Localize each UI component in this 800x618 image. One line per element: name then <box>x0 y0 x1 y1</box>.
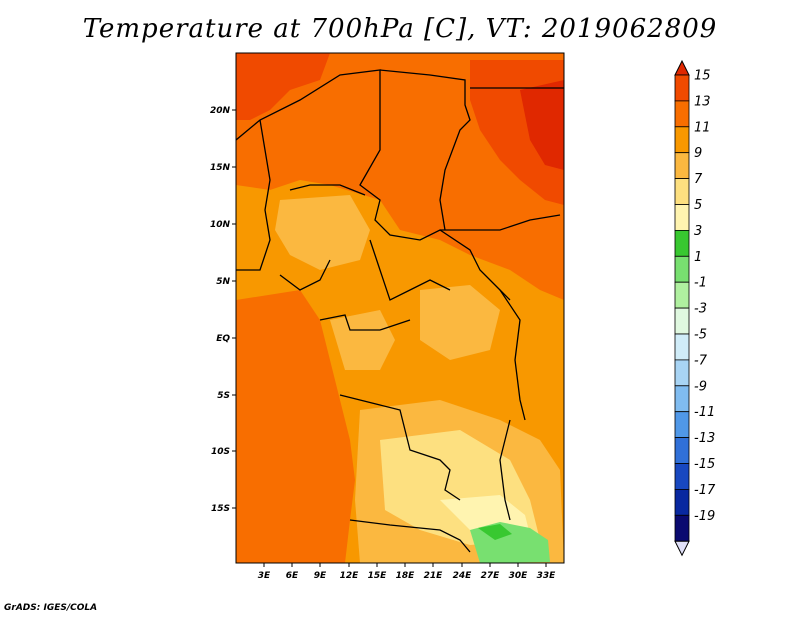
lon-tick-label: 18E <box>396 571 416 581</box>
lon-tick-label: 9E <box>314 571 327 581</box>
lat-tick-label: 5S <box>217 391 230 401</box>
colorbar-swatch <box>674 100 690 128</box>
lon-tick-label: 15E <box>368 571 388 581</box>
colorbar-label: -9 <box>694 379 707 394</box>
map-title: Temperature at 700hPa [C], VT: 201906280… <box>82 14 718 44</box>
lat-tick-label: 20N <box>210 106 231 116</box>
colorbar-top-arrow <box>674 59 690 76</box>
colorbar-label: 11 <box>694 120 711 135</box>
colorbar: 15 13 11 9 7 5 3 1 -1 -3 -5 -7 -9 -11 -13 -15 -17 -19 <box>674 59 716 557</box>
colorbar-swatch <box>674 307 690 335</box>
lon-axis: 3E 6E 9E 12E 15E 18E 21E 24E 27E 30E 33E <box>258 563 556 581</box>
colorbar-swatch <box>674 359 690 387</box>
colorbar-label: -13 <box>694 431 715 446</box>
lat-tick-label: 15S <box>211 504 230 514</box>
temperature-field <box>236 53 564 563</box>
map-frame <box>235 52 565 564</box>
colorbar-swatch <box>674 463 690 490</box>
lat-tick-label: 5N <box>216 277 230 287</box>
lon-tick-label: 24E <box>453 571 473 581</box>
colorbar-swatch <box>674 178 690 205</box>
colorbar-label: 1 <box>694 250 702 265</box>
colorbar-swatch <box>674 488 690 516</box>
colorbar-label: -15 <box>694 457 715 472</box>
lat-tick-label: 10N <box>210 220 231 230</box>
colorbar-label: 9 <box>694 146 702 161</box>
credit-text: GrADS: IGES/COLA <box>4 603 98 613</box>
lat-tick-label: 10S <box>211 447 230 457</box>
colorbar-label: 7 <box>694 172 703 187</box>
colorbar-swatch <box>674 229 690 257</box>
country-borders <box>236 69 564 553</box>
lon-tick-label: 12E <box>340 571 360 581</box>
colorbar-swatch <box>674 126 690 154</box>
colorbar-label: -17 <box>694 483 716 498</box>
colorbar-label: -11 <box>694 405 715 420</box>
colorbar-swatch <box>674 437 690 464</box>
colorbar-label: 13 <box>694 94 711 109</box>
colorbar-swatch <box>674 204 690 231</box>
colorbar-label: -5 <box>694 328 707 343</box>
lon-tick-label: 33E <box>537 571 557 581</box>
colorbar-swatch <box>674 74 690 102</box>
colorbar-swatch <box>674 152 690 179</box>
colorbar-label: 15 <box>694 69 711 84</box>
colorbar-bottom-arrow <box>674 540 690 557</box>
colorbar-swatch <box>674 411 690 439</box>
lon-tick-label: 21E <box>424 571 444 581</box>
colorbar-label: -19 <box>694 509 715 524</box>
colorbar-label: 5 <box>694 198 702 213</box>
lon-tick-label: 6E <box>286 571 299 581</box>
colorbar-swatch <box>674 255 690 283</box>
colorbar-label: -7 <box>694 353 708 368</box>
colorbar-swatch <box>674 514 690 542</box>
colorbar-swatch <box>674 281 690 309</box>
lon-tick-label: 3E <box>258 571 271 581</box>
lon-tick-label: 27E <box>481 571 501 581</box>
colorbar-label: -1 <box>694 276 707 291</box>
lat-axis: 20N 15N 10N 5N EQ 5S 10S 15S <box>210 106 236 514</box>
lat-tick-label: 15N <box>210 163 231 173</box>
lat-tick-label: EQ <box>216 334 230 344</box>
colorbar-swatch <box>674 333 690 361</box>
colorbar-label: -3 <box>694 302 707 317</box>
colorbar-swatch <box>674 385 690 413</box>
lon-tick-label: 30E <box>509 571 529 581</box>
colorbar-label: 3 <box>694 224 702 239</box>
